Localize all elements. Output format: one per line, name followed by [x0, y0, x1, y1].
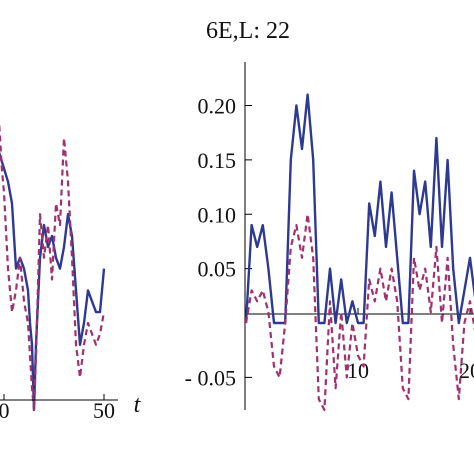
series-line-dashed: [0, 120, 106, 412]
series-line-solid: [245, 93, 474, 325]
y-tick-label: 0.15: [198, 148, 237, 173]
x-tick-label: 20: [459, 358, 474, 383]
series-line-dashed: [245, 213, 474, 412]
chart-title: 6E,L: 22: [206, 18, 290, 44]
y-tick-label: - 0.05: [185, 365, 236, 390]
y-tick-label: 0.20: [198, 94, 237, 119]
x-tick-label: 0: [0, 398, 10, 423]
y-tick-label: 0.10: [198, 202, 237, 227]
right-panel: 0.20 0.15 0.10 0.05 - 0.05 10 20: [185, 62, 474, 412]
left-panel: 0 50 t: [0, 120, 142, 423]
y-tick-label: 0.05: [198, 257, 237, 282]
x-tick-label: 10: [347, 358, 369, 383]
x-tick-label: 50: [93, 398, 115, 423]
left-x-axis-label: t: [134, 392, 142, 418]
